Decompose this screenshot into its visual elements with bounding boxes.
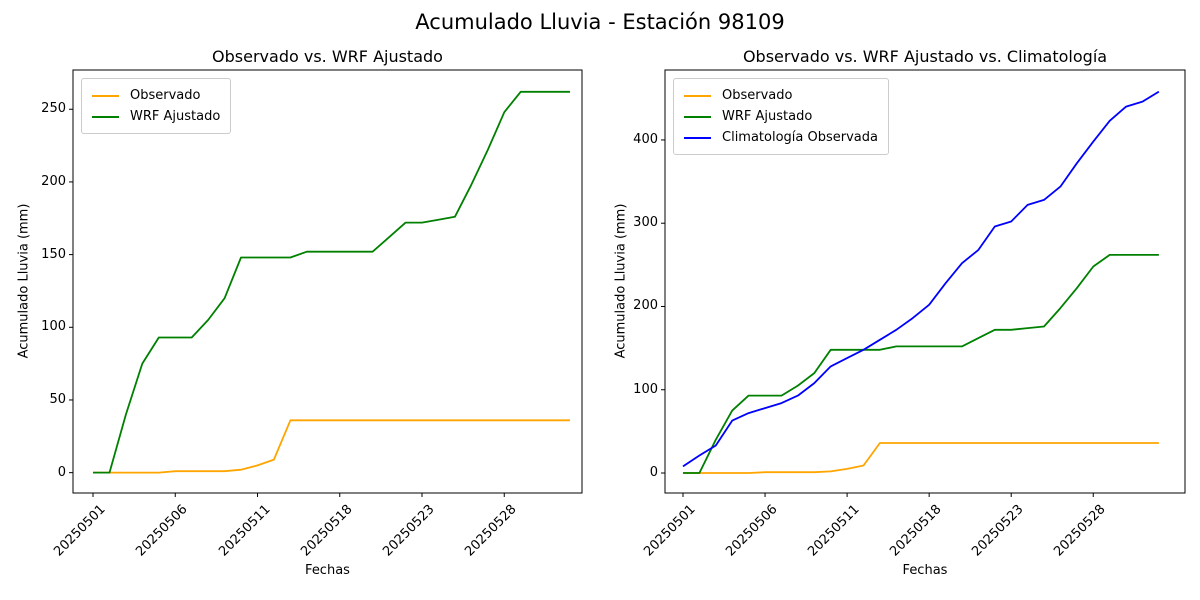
right-legend: Observado WRF Ajustado Climatología Observ… bbox=[673, 78, 889, 155]
right-y-tick-label: 0 bbox=[649, 465, 658, 481]
legend-line-sample-wrf-ajustado bbox=[684, 115, 711, 118]
legend-item-wrf-ajustado: WRF Ajustado bbox=[92, 106, 220, 127]
left-y-tick-label: 50 bbox=[49, 391, 66, 407]
left-y-tick-label: 250 bbox=[41, 101, 66, 117]
left-series-line-wrf-ajustado bbox=[93, 90, 570, 474]
right-chart-title: Observado vs. WRF Ajustado vs. Climatolo… bbox=[742, 47, 1108, 66]
right-x-tick-label: 20250501 bbox=[641, 502, 699, 560]
right-series-line-climatologia-observada bbox=[682, 90, 1160, 468]
left-y-tick-label: 200 bbox=[41, 173, 66, 189]
right-y-tick-label: 300 bbox=[633, 215, 658, 231]
right-series-line-observado bbox=[683, 442, 1159, 474]
legend-line-sample-observado bbox=[684, 94, 711, 97]
right-y-tick-label: 400 bbox=[633, 131, 658, 147]
legend-item-observado: Observado bbox=[684, 85, 878, 106]
figure-suptitle: Acumulado Lluvia - Estación 98109 bbox=[415, 10, 785, 34]
right-y-tick-label: 200 bbox=[633, 298, 658, 314]
legend-item-observado: Observado bbox=[92, 85, 220, 106]
left-y-tick-label: 0 bbox=[57, 464, 66, 480]
left-chart-title: Observado vs. WRF Ajustado bbox=[212, 47, 443, 66]
legend-line-sample-observado bbox=[92, 94, 119, 97]
legend-item-climatologia-observada: Climatología Observada bbox=[684, 127, 878, 148]
left-series-line-observado bbox=[93, 419, 570, 474]
legend-item-wrf-ajustado: WRF Ajustado bbox=[684, 106, 878, 127]
legend-label-observado: Observado bbox=[722, 88, 793, 103]
left-plot-area bbox=[69, 69, 583, 497]
left-y-tick-label: 100 bbox=[41, 319, 66, 335]
legend-label-observado: Observado bbox=[130, 88, 201, 103]
legend-label-wrf-ajustado: WRF Ajustado bbox=[722, 109, 813, 124]
left-x-axis-label: Fechas bbox=[305, 563, 350, 578]
legend-line-sample-climatologia-observada bbox=[684, 136, 711, 139]
right-series-line-wrf-ajustado bbox=[683, 253, 1159, 474]
legend-line-sample-wrf-ajustado bbox=[92, 115, 119, 118]
right-x-axis-label: Fechas bbox=[902, 563, 948, 578]
left-axes-frame bbox=[72, 69, 583, 494]
legend-label-wrf-ajustado: WRF Ajustado bbox=[130, 109, 221, 124]
left-y-tick-label: 150 bbox=[41, 246, 66, 262]
left-x-tick-label: 20250501 bbox=[51, 502, 109, 560]
right-y-tick-label: 100 bbox=[633, 381, 658, 397]
legend-label-climatologia-observada: Climatología Observada bbox=[722, 130, 878, 145]
left-legend: Observado WRF Ajustado bbox=[81, 78, 232, 134]
